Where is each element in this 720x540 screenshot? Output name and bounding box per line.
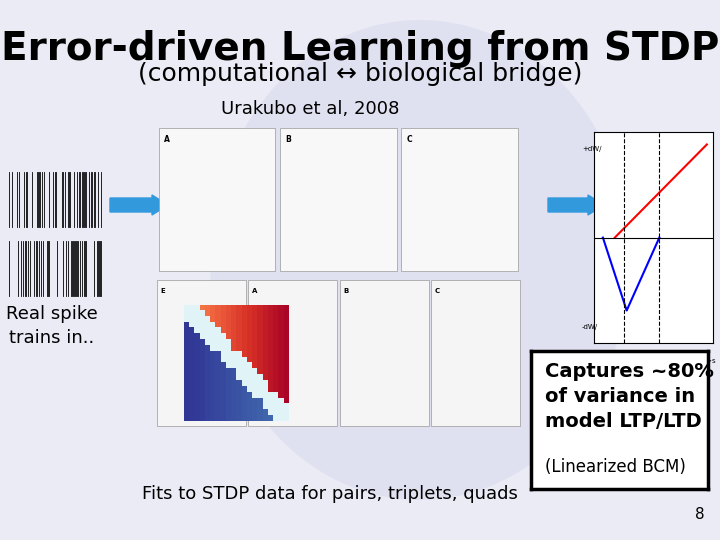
Text: Error-driven Learning from STDP: Error-driven Learning from STDP xyxy=(1,30,719,68)
Text: A: A xyxy=(252,288,257,294)
Text: -dW/: -dW/ xyxy=(582,323,598,330)
Text: θ0: θ0 xyxy=(654,356,664,365)
Text: B: B xyxy=(285,136,291,145)
Text: <xy>s: <xy>s xyxy=(692,358,716,364)
Bar xyxy=(158,128,275,271)
Bar xyxy=(431,280,521,426)
Text: C: C xyxy=(407,136,412,145)
Text: (Linearized BCM): (Linearized BCM) xyxy=(546,458,686,476)
Text: 8: 8 xyxy=(696,507,705,522)
Bar xyxy=(280,128,397,271)
Text: B: B xyxy=(343,288,348,294)
Text: A: A xyxy=(164,136,170,145)
Text: θdθp: θdθp xyxy=(614,356,633,365)
Bar xyxy=(157,280,246,426)
Bar xyxy=(401,128,518,271)
FancyArrow shape xyxy=(110,195,168,215)
Text: C: C xyxy=(435,288,440,294)
Bar xyxy=(340,280,429,426)
Text: Urakubo et al, 2008: Urakubo et al, 2008 xyxy=(221,100,399,118)
Text: Fits to STDP data for pairs, triplets, quads: Fits to STDP data for pairs, triplets, q… xyxy=(142,485,518,503)
Text: +dW/: +dW/ xyxy=(582,145,602,152)
Text: Captures ~80%
of variance in
model LTP/LTD: Captures ~80% of variance in model LTP/L… xyxy=(546,362,714,431)
Text: (computational ↔ biological bridge): (computational ↔ biological bridge) xyxy=(138,62,582,86)
Bar xyxy=(248,280,337,426)
Ellipse shape xyxy=(210,20,630,500)
Text: E: E xyxy=(161,288,165,294)
FancyArrow shape xyxy=(548,195,604,215)
Text: Real spike
trains in..: Real spike trains in.. xyxy=(6,305,98,347)
